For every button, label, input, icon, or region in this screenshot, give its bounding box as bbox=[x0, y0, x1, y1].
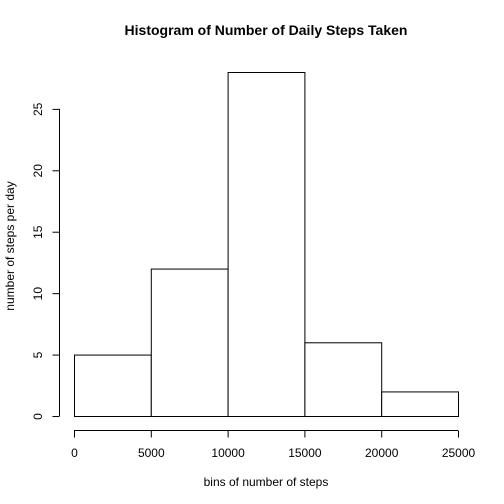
y-tick-label-2: 10 bbox=[31, 287, 45, 301]
y-axis-label: number of steps per day bbox=[3, 181, 17, 310]
x-tick-label-2: 10000 bbox=[211, 446, 245, 460]
histogram-bar-0 bbox=[74, 354, 152, 418]
x-tick-label-0: 0 bbox=[71, 446, 78, 460]
x-tick-label-3: 15000 bbox=[288, 446, 322, 460]
histogram-bar-2 bbox=[227, 72, 306, 417]
y-tick-label-3: 15 bbox=[31, 225, 45, 239]
histogram-bar-1 bbox=[150, 268, 229, 418]
y-tick-label-1: 5 bbox=[31, 351, 45, 358]
x-tick-label-4: 20000 bbox=[365, 446, 399, 460]
y-tick-label-4: 20 bbox=[31, 164, 45, 178]
x-tick-label-5: 25000 bbox=[442, 446, 476, 460]
histogram-bar-3 bbox=[304, 342, 383, 417]
y-axis: 0 5 10 15 20 25 bbox=[31, 102, 60, 420]
chart-title: Histogram of Number of Daily Steps Taken bbox=[125, 22, 408, 38]
x-axis-label: bins of number of steps bbox=[204, 475, 329, 489]
y-tick-label-5: 25 bbox=[31, 102, 45, 116]
bars-group bbox=[74, 72, 460, 418]
y-tick-label-0: 0 bbox=[31, 413, 45, 420]
x-tick-label-1: 5000 bbox=[138, 446, 165, 460]
x-axis: 0 5000 10000 15000 20000 25000 bbox=[71, 430, 476, 460]
histogram-bar-4 bbox=[381, 391, 460, 417]
